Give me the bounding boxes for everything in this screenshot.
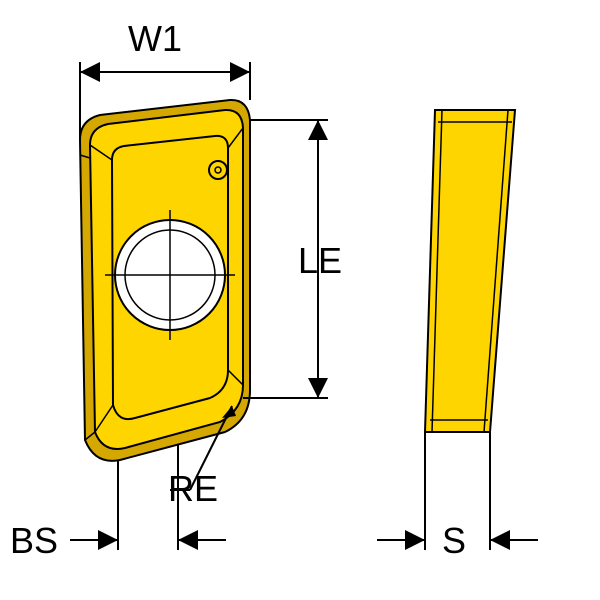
side-view <box>425 110 515 432</box>
diagram-container: W1 LE RE BS S <box>0 0 600 600</box>
label-s: S <box>442 520 466 562</box>
diagram-svg <box>0 0 600 600</box>
label-w1: W1 <box>128 18 182 60</box>
label-bs: BS <box>10 520 58 562</box>
label-le: LE <box>298 240 342 282</box>
front-view <box>80 100 250 461</box>
label-re: RE <box>168 468 218 510</box>
